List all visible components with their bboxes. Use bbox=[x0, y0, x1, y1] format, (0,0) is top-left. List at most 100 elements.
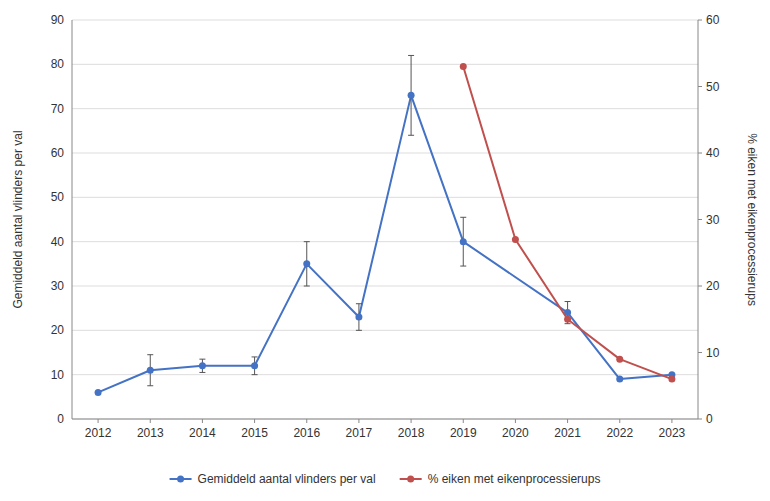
x-tick bbox=[98, 419, 99, 423]
legend-marker bbox=[177, 476, 184, 483]
error-bar-cap bbox=[356, 330, 362, 331]
series-line bbox=[463, 67, 672, 380]
x-tick bbox=[254, 419, 255, 423]
y-tick-label: 70 bbox=[51, 102, 65, 116]
error-bar-cap bbox=[565, 301, 571, 302]
legend-label: Gemiddeld aantal vlinders per val bbox=[198, 472, 376, 486]
error-bar-cap bbox=[565, 323, 571, 324]
point bbox=[512, 236, 519, 243]
point bbox=[147, 367, 154, 374]
plot-area bbox=[95, 55, 676, 395]
point bbox=[460, 238, 467, 245]
x-tick bbox=[463, 419, 464, 423]
x-tick bbox=[150, 419, 151, 423]
error-bar-cap bbox=[304, 286, 310, 287]
legend-item: % eiken met eikenprocessierups bbox=[400, 472, 601, 486]
error-bar-cap bbox=[460, 266, 466, 267]
error-bar bbox=[460, 217, 466, 266]
y2-tick-label: 10 bbox=[706, 346, 720, 360]
y-tick-label: 80 bbox=[51, 57, 65, 71]
x-tick-label: 2023 bbox=[659, 426, 686, 440]
point bbox=[668, 376, 675, 383]
legend-marker bbox=[407, 476, 414, 483]
y-tick-label: 0 bbox=[57, 412, 64, 426]
point bbox=[616, 356, 623, 363]
error-bar bbox=[252, 357, 258, 375]
x-tick-label: 2013 bbox=[137, 426, 164, 440]
grid-line bbox=[72, 241, 698, 242]
x-tick-label: 2017 bbox=[346, 426, 373, 440]
x-tick-label: 2022 bbox=[606, 426, 633, 440]
y-tick-label: 90 bbox=[51, 13, 65, 27]
legend: Gemiddeld aantal vlinders per val % eiken… bbox=[170, 472, 601, 486]
grid-line bbox=[72, 197, 698, 198]
error-bar bbox=[304, 242, 310, 286]
x-tick bbox=[306, 419, 307, 423]
y-tick-label: 20 bbox=[51, 323, 65, 337]
error-bar bbox=[408, 55, 414, 135]
axes: 2012201320142015201620172018201920202021… bbox=[11, 13, 759, 440]
y-tick-label: 50 bbox=[51, 190, 65, 204]
y2-axis-label: % eiken met eikenprocessierups bbox=[745, 133, 759, 306]
y-tick-label: 60 bbox=[51, 146, 65, 160]
error-bar-cap bbox=[408, 55, 414, 56]
x-tick-label: 2020 bbox=[502, 426, 529, 440]
y2-tick-label: 0 bbox=[706, 412, 713, 426]
y-tick-label: 40 bbox=[51, 235, 65, 249]
series bbox=[460, 63, 676, 383]
y2-tick bbox=[698, 219, 702, 220]
point bbox=[616, 376, 623, 383]
error-bar bbox=[147, 355, 153, 386]
point bbox=[564, 316, 571, 323]
y-axis-label: Gemiddeld aantal vlinders per val bbox=[11, 130, 25, 308]
error-bar bbox=[199, 359, 205, 372]
error-bar-cap bbox=[199, 372, 205, 373]
y-tick-label: 10 bbox=[51, 368, 65, 382]
y2-tick bbox=[698, 419, 702, 420]
point bbox=[95, 389, 102, 396]
x-tick-label: 2015 bbox=[241, 426, 268, 440]
x-axis-line bbox=[72, 419, 698, 420]
series-line bbox=[98, 95, 672, 392]
grid-line bbox=[72, 286, 698, 287]
y2-tick bbox=[698, 352, 702, 353]
point bbox=[460, 63, 467, 70]
y-tick-label: 30 bbox=[51, 279, 65, 293]
x-tick bbox=[411, 419, 412, 423]
y2-tick-label: 50 bbox=[706, 80, 720, 94]
error-bar-cap bbox=[304, 241, 310, 242]
grid-line bbox=[72, 64, 698, 65]
x-tick bbox=[202, 419, 203, 423]
series bbox=[95, 55, 676, 395]
point bbox=[408, 92, 415, 99]
error-bar-cap bbox=[147, 354, 153, 355]
x-tick-label: 2019 bbox=[450, 426, 477, 440]
x-tick bbox=[515, 419, 516, 423]
chart: 2012201320142015201620172018201920202021… bbox=[0, 0, 770, 501]
y2-tick bbox=[698, 86, 702, 87]
legend-label: % eiken met eikenprocessierups bbox=[428, 472, 601, 486]
point bbox=[251, 362, 258, 369]
x-tick-label: 2012 bbox=[85, 426, 112, 440]
y2-tick bbox=[698, 20, 702, 21]
grid-line bbox=[72, 108, 698, 109]
error-bar-cap bbox=[408, 135, 414, 136]
x-tick-label: 2016 bbox=[293, 426, 320, 440]
point bbox=[303, 260, 310, 267]
x-tick bbox=[567, 419, 568, 423]
y2-tick-label: 60 bbox=[706, 13, 720, 27]
error-bar bbox=[356, 304, 362, 331]
error-bar-cap bbox=[199, 359, 205, 360]
x-tick-label: 2014 bbox=[189, 426, 216, 440]
grid-line bbox=[72, 20, 698, 21]
point bbox=[199, 362, 206, 369]
y2-tick bbox=[698, 286, 702, 287]
x-tick bbox=[619, 419, 620, 423]
error-bar-cap bbox=[356, 303, 362, 304]
y2-tick-label: 40 bbox=[706, 146, 720, 160]
error-bar-cap bbox=[252, 356, 258, 357]
grid bbox=[72, 20, 698, 419]
x-tick bbox=[671, 419, 672, 423]
error-bar bbox=[565, 302, 571, 324]
x-tick bbox=[358, 419, 359, 423]
